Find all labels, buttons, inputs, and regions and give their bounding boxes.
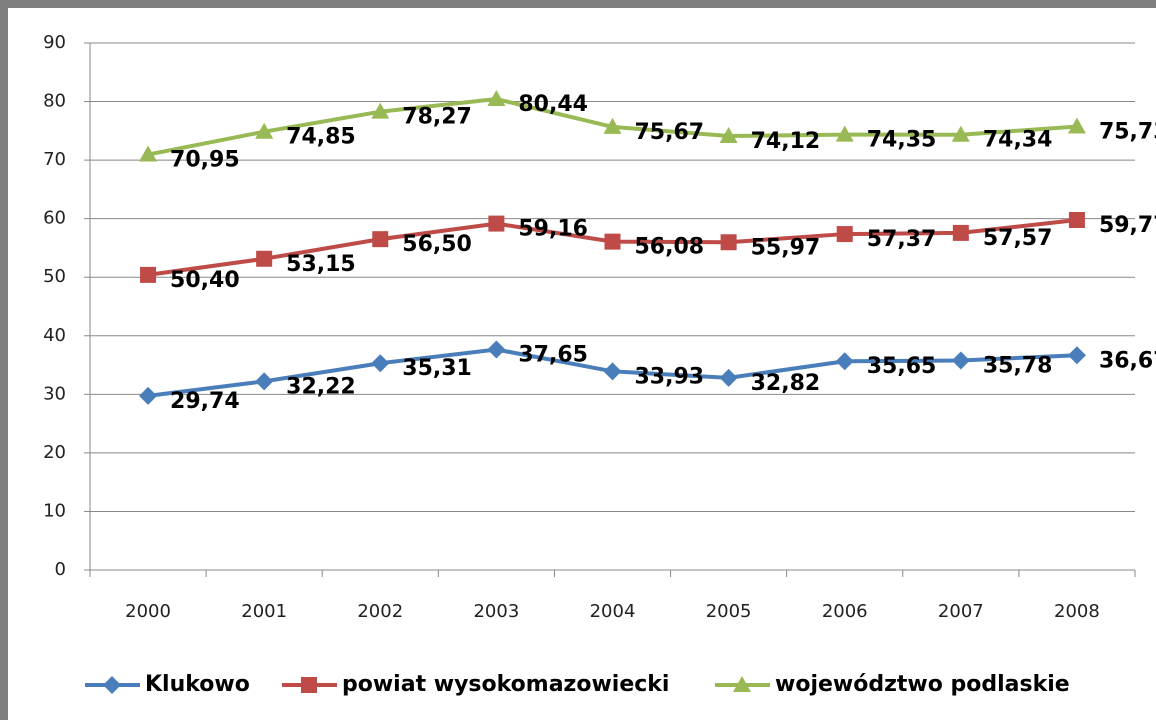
data-point xyxy=(371,354,390,373)
y-tick-label: 0 xyxy=(55,559,66,580)
data-label: 56,50 xyxy=(402,232,472,257)
legend-marker xyxy=(301,677,317,693)
y-tick-label: 30 xyxy=(43,383,66,404)
x-tick-label: 2008 xyxy=(1054,601,1100,622)
legend-label: Klukowo xyxy=(145,672,250,697)
y-tick-label: 90 xyxy=(43,32,66,53)
data-label: 57,57 xyxy=(983,226,1053,251)
x-tick-label: 2005 xyxy=(706,601,752,622)
data-point xyxy=(487,89,506,106)
data-label: 32,82 xyxy=(751,371,821,396)
y-tick-label: 70 xyxy=(43,149,66,170)
x-tick-label: 2004 xyxy=(590,601,636,622)
data-point xyxy=(371,102,390,119)
data-point xyxy=(372,231,389,248)
data-label: 37,65 xyxy=(518,343,588,368)
x-tick-label: 2002 xyxy=(357,601,403,622)
data-label: 36,67 xyxy=(1099,348,1156,373)
x-tick-label: 2006 xyxy=(822,601,868,622)
x-tick-label: 2001 xyxy=(241,601,287,622)
data-point xyxy=(603,117,622,134)
data-point xyxy=(719,368,738,387)
y-tick-label: 20 xyxy=(43,442,66,463)
data-label: 74,12 xyxy=(751,129,821,154)
data-label: 53,15 xyxy=(286,252,356,277)
legend-label: powiat wysokomazowiecki xyxy=(342,672,669,697)
data-label: 78,27 xyxy=(402,105,472,130)
data-label: 59,77 xyxy=(1099,213,1156,238)
legend-marker xyxy=(103,676,121,694)
data-label: 29,74 xyxy=(170,389,240,414)
data-point xyxy=(255,372,274,391)
data-point xyxy=(1067,346,1086,365)
data-label: 74,34 xyxy=(983,128,1053,153)
data-point xyxy=(603,362,622,381)
y-tick-label: 40 xyxy=(43,325,66,346)
data-point xyxy=(720,234,737,251)
legend-label: województwo podlaskie xyxy=(775,672,1070,697)
data-label: 56,08 xyxy=(635,235,705,260)
data-label: 75,67 xyxy=(635,120,705,145)
x-tick-label: 2003 xyxy=(473,601,519,622)
data-point xyxy=(487,340,506,359)
data-label: 75,73 xyxy=(1099,120,1156,145)
data-point xyxy=(835,352,854,371)
data-point xyxy=(1067,117,1086,134)
data-point xyxy=(719,126,738,143)
data-label: 74,35 xyxy=(867,128,937,153)
data-label: 57,37 xyxy=(867,227,937,252)
data-point xyxy=(836,226,853,243)
data-label: 33,93 xyxy=(635,364,705,389)
legend-marker xyxy=(733,676,751,692)
data-point xyxy=(256,250,273,267)
y-tick-label: 80 xyxy=(43,91,66,112)
data-point xyxy=(488,215,505,232)
data-label: 35,65 xyxy=(867,354,937,379)
x-tick-label: 2007 xyxy=(938,601,984,622)
data-label: 50,40 xyxy=(170,268,240,293)
data-label: 35,31 xyxy=(402,356,472,381)
data-label: 70,95 xyxy=(170,148,240,173)
data-point xyxy=(952,224,969,241)
data-label: 32,22 xyxy=(286,374,356,399)
data-point xyxy=(951,125,970,142)
y-tick-label: 10 xyxy=(43,500,66,521)
data-label: 55,97 xyxy=(751,235,821,260)
data-label: 35,78 xyxy=(983,353,1053,378)
data-point xyxy=(835,125,854,142)
data-point xyxy=(255,122,274,139)
data-label: 74,85 xyxy=(286,125,356,150)
data-point xyxy=(951,351,970,370)
data-point xyxy=(604,233,621,250)
y-tick-label: 50 xyxy=(43,266,66,287)
data-point xyxy=(139,386,158,405)
data-point xyxy=(139,145,158,162)
x-tick-label: 2000 xyxy=(125,601,171,622)
data-label: 80,44 xyxy=(518,92,588,117)
data-point xyxy=(140,266,157,283)
data-label: 59,16 xyxy=(518,217,588,242)
data-point xyxy=(1068,212,1085,229)
y-tick-label: 60 xyxy=(43,208,66,229)
